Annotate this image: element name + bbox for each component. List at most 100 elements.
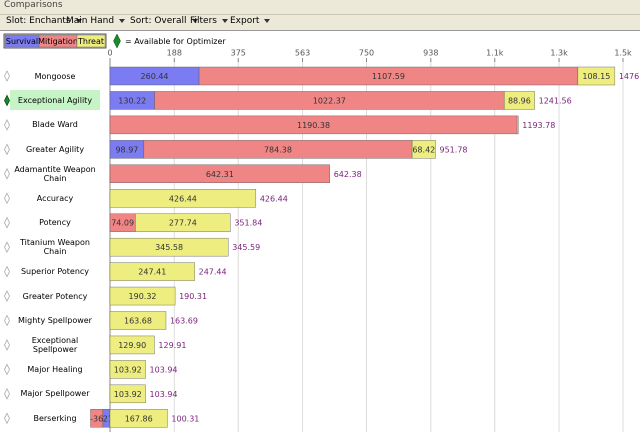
- total-label: 1193.78: [522, 121, 555, 130]
- optimizer-diamond: [4, 314, 10, 327]
- x-tick-label: 938: [423, 49, 438, 58]
- segment-label: 103.92: [114, 390, 142, 399]
- x-tick-label: 375: [231, 49, 246, 58]
- total-label: 103.94: [150, 390, 178, 399]
- optimizer-diamond: [4, 363, 10, 376]
- x-tick-label: 1.1k: [486, 49, 504, 58]
- category-label: Adamantite Weapon Chain: [14, 164, 96, 183]
- bar-segment: [109, 384, 146, 404]
- optimizer-diamond: [4, 339, 10, 351]
- optimizer-icon: [113, 33, 121, 49]
- segment-label: 345.58: [155, 243, 183, 252]
- bar-segment: [577, 66, 616, 86]
- segment-label: 167.86: [125, 414, 153, 423]
- segment-label: 277.74: [169, 219, 197, 228]
- category-label: Greater Potency: [22, 291, 88, 301]
- chart: Survival Mitigation Threat = Available for …: [3, 33, 640, 432]
- segment-label: 784.38: [264, 145, 292, 154]
- segment-label: 642.31: [206, 170, 234, 179]
- segment-label: 426.44: [169, 194, 197, 203]
- segment-label: -21: [100, 414, 113, 423]
- category-label: Accuracy: [36, 193, 74, 203]
- total-label: 103.94: [150, 365, 178, 374]
- optimizer-diamond: [4, 119, 10, 131]
- segment-label: 247.41: [138, 268, 166, 277]
- segment-label: 260.44: [141, 72, 169, 81]
- optimizer-diamond: [4, 216, 10, 229]
- category-label: Mighty Spellpower: [18, 316, 92, 325]
- total-label: 247.44: [199, 268, 227, 277]
- bar-segment: [90, 409, 104, 428]
- legend-note: = Available for Optimizer: [125, 37, 226, 46]
- toolbar-button[interactable]: Main Hand: [66, 16, 125, 26]
- toolbar-button[interactable]: Filters: [190, 16, 228, 26]
- toolbar: Slot: Enchants Main Hand Sort: Overall Filt…: [0, 13, 640, 30]
- bar-segment: [109, 409, 168, 428]
- category-label: Potency: [39, 218, 71, 228]
- bar-segment: [135, 213, 231, 232]
- total-label: 951.78: [440, 145, 468, 154]
- optimizer-diamond: [4, 70, 10, 82]
- bar-segment: [109, 189, 257, 208]
- legend-label: Survival: [6, 37, 38, 46]
- legend-label: Mitigation: [38, 37, 78, 46]
- chart-panel: Survival Mitigation Threat = Available for …: [0, 30, 640, 432]
- bar-segment: [109, 286, 176, 306]
- category-label: Exceptional Agility: [10, 90, 100, 111]
- total-label: 351.84: [234, 219, 262, 228]
- x-tick-label: 750: [359, 49, 374, 58]
- segment-label: 1107.59: [372, 72, 405, 81]
- category-label: Greater Agility: [25, 144, 85, 154]
- group-title: Comparisons: [0, 0, 640, 15]
- category-label: Superior Potency: [20, 267, 90, 277]
- segment-label: 129.90: [118, 341, 146, 350]
- segment-label: 1022.37: [313, 96, 346, 105]
- category-label: Titanium Weapon Chain: [20, 238, 90, 257]
- category-label: Exceptional Spellpower: [31, 335, 79, 354]
- total-label: 129.91: [158, 341, 186, 350]
- optimizer-diamond: [4, 387, 10, 400]
- segment-label: 103.92: [114, 365, 142, 374]
- total-label: 1476.18: [619, 72, 640, 81]
- total-label: 1241.56: [539, 96, 572, 105]
- legend-swatch: [76, 34, 106, 48]
- optimizer-diamond: [4, 143, 10, 156]
- bar-segment: [109, 311, 167, 330]
- x-tick-label: 188: [167, 49, 182, 58]
- category-label: Mongoose: [34, 71, 76, 81]
- bar-segment: [109, 262, 195, 281]
- bar-segment: [109, 335, 155, 355]
- bar-segment: [516, 115, 519, 135]
- total-label: 163.69: [170, 317, 198, 326]
- optimizer-diamond: [4, 265, 10, 278]
- optimizer-diamond: [4, 290, 10, 302]
- category-label: Major Healing: [27, 364, 83, 374]
- segment-label: 163.68: [124, 317, 152, 326]
- segment-label: 130.22: [118, 96, 146, 105]
- legend-label: Threat: [77, 37, 104, 46]
- total-label: 426.44: [260, 194, 288, 203]
- total-label: 100.31: [171, 414, 199, 423]
- total-label: 190.31: [179, 292, 207, 301]
- segment-label: 190.32: [129, 292, 157, 301]
- segment-label: -36: [90, 414, 103, 423]
- bar-segment: [411, 140, 436, 159]
- category-label: Major Spellpower: [20, 389, 90, 399]
- total-label: 345.59: [232, 243, 260, 252]
- toolbar-button[interactable]: Sort: Overall: [130, 16, 198, 26]
- optimizer-diamond: [4, 241, 10, 254]
- bar-segment: [109, 164, 330, 184]
- toolbar-button[interactable]: Slot: Enchants: [6, 16, 82, 26]
- optimizer-diamond: [4, 412, 10, 425]
- x-tick-label: 1.5k: [614, 49, 632, 58]
- bar-segment: [109, 237, 229, 257]
- category-label: Berserking: [33, 413, 77, 423]
- segment-label: 88.96: [508, 96, 531, 105]
- legend-border: [3, 33, 107, 49]
- toolbar-button[interactable]: Export: [230, 16, 270, 26]
- category-label: Blade Ward: [32, 120, 78, 130]
- x-tick-label: 1.3k: [550, 49, 568, 58]
- x-tick-label: 0: [107, 49, 112, 58]
- total-label: 642.38: [334, 170, 362, 179]
